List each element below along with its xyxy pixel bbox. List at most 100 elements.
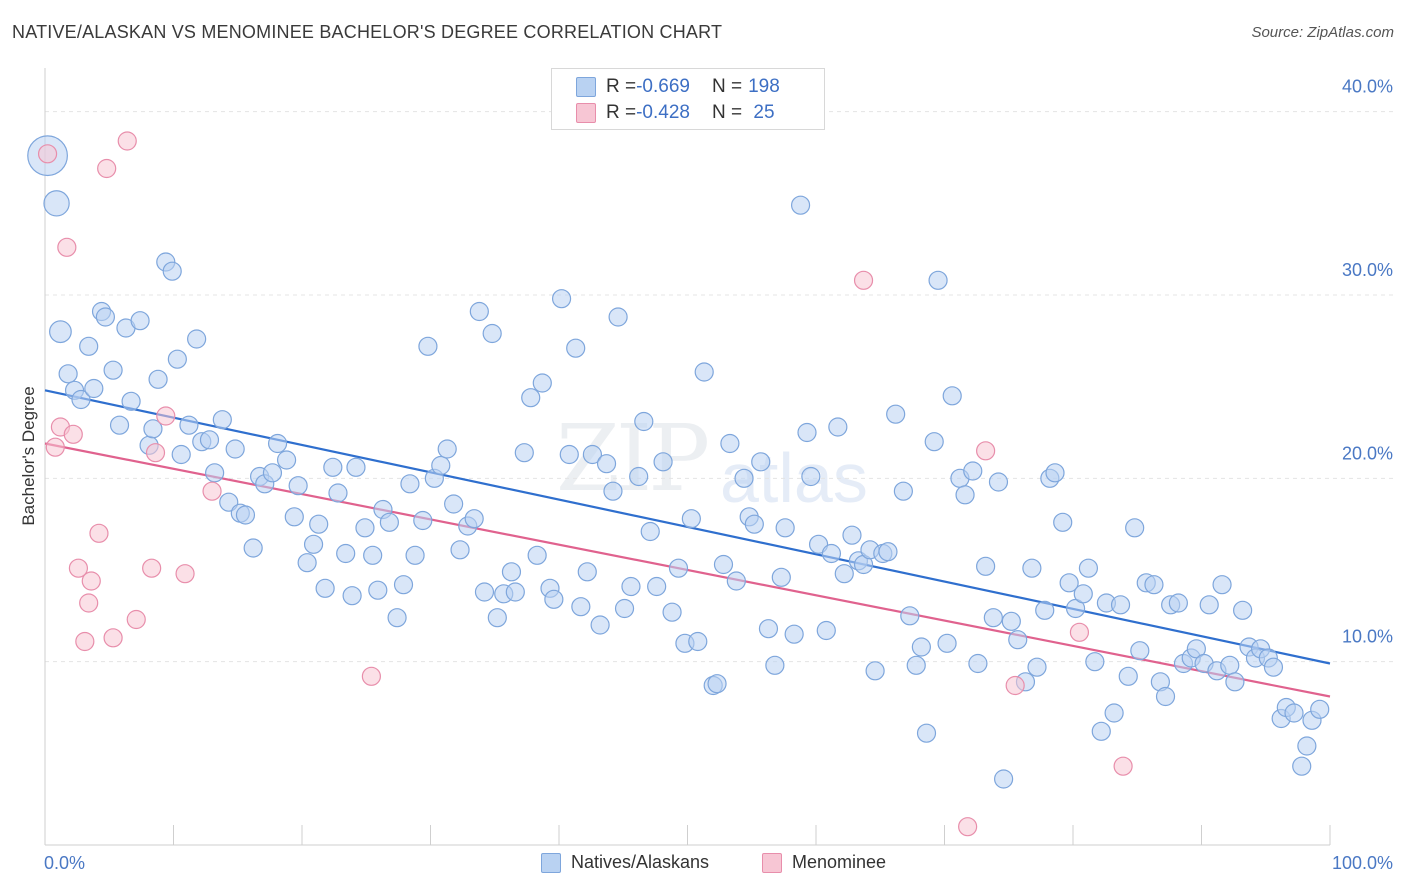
data-point — [1310, 699, 1330, 719]
data-point — [911, 637, 931, 657]
data-point — [968, 653, 988, 674]
data-point — [97, 158, 117, 179]
data-point — [1220, 655, 1240, 675]
data-point — [688, 631, 708, 652]
data-point — [983, 608, 1003, 628]
data-point — [81, 571, 101, 591]
data-point — [393, 575, 414, 595]
data-point — [853, 270, 874, 290]
data-point — [79, 336, 99, 356]
data-point — [647, 576, 667, 597]
data-point — [262, 463, 283, 483]
data-point — [57, 237, 77, 257]
data-point — [84, 378, 104, 399]
legend-row-natives: R = -0.669 N = 198 — [576, 75, 780, 99]
data-point — [482, 323, 502, 344]
legend-r-label: R = — [606, 102, 637, 123]
data-point — [1155, 686, 1176, 707]
data-point — [784, 624, 804, 644]
data-point — [336, 543, 356, 564]
data-point — [790, 195, 811, 215]
data-point — [1292, 756, 1312, 776]
data-point — [315, 578, 335, 598]
data-point — [1263, 657, 1284, 677]
data-point — [1069, 622, 1090, 642]
data-point — [707, 674, 727, 694]
data-point — [63, 424, 83, 444]
legend-r-value: -0.669 — [636, 76, 690, 97]
data-point — [346, 457, 366, 477]
data-point — [893, 481, 913, 501]
data-point — [175, 564, 195, 584]
data-point — [49, 320, 72, 344]
data-point — [1113, 756, 1133, 776]
data-point — [199, 430, 220, 450]
data-point — [71, 389, 91, 410]
data-point — [521, 388, 541, 408]
data-point — [775, 518, 795, 538]
data-point — [958, 817, 978, 837]
data-point — [413, 510, 433, 531]
data-point — [734, 468, 754, 488]
tick-labels: 10.0% 20.0% 30.0% 40.0% 0.0% 100.0% — [44, 77, 1393, 873]
data-point — [765, 655, 785, 675]
data-point — [726, 571, 746, 591]
data-point — [1045, 463, 1065, 483]
data-point — [148, 369, 168, 389]
data-point — [532, 373, 552, 393]
data-point — [368, 580, 388, 600]
data-point — [121, 391, 141, 411]
data-point — [1073, 584, 1093, 604]
data-point — [187, 329, 207, 349]
data-point — [976, 441, 996, 461]
legend-label-natives: Natives/Alaskans — [571, 852, 710, 872]
data-point — [75, 631, 95, 652]
data-point — [143, 419, 163, 439]
data-point — [1130, 641, 1150, 661]
legend-swatch-blue — [576, 77, 596, 97]
y-tick-label: 10.0% — [1342, 627, 1393, 647]
y-tick-label: 20.0% — [1342, 443, 1393, 463]
data-point — [668, 558, 689, 578]
data-point — [1059, 573, 1079, 593]
data-point — [205, 463, 225, 483]
data-point — [303, 534, 324, 554]
data-point — [1008, 630, 1028, 650]
data-point — [487, 608, 507, 628]
data-point — [431, 455, 451, 476]
data-point — [243, 538, 263, 558]
legend-swatch-pink — [762, 852, 782, 873]
legend-n-value: 25 — [748, 102, 775, 123]
legend-n-label: N = — [711, 102, 743, 123]
data-point — [821, 543, 842, 564]
data-point — [1022, 558, 1042, 578]
data-point — [559, 444, 579, 465]
data-point — [865, 661, 885, 681]
data-point — [694, 362, 714, 382]
data-point — [1284, 703, 1304, 723]
data-point — [1199, 595, 1219, 615]
data-point — [942, 386, 962, 406]
y-tick-label: 30.0% — [1342, 260, 1393, 280]
data-point — [505, 582, 525, 602]
data-point — [713, 554, 734, 575]
data-point — [142, 558, 162, 578]
data-point — [1035, 600, 1055, 620]
data-point — [156, 406, 176, 426]
data-point — [582, 444, 603, 465]
data-point — [662, 602, 682, 622]
points-menominee — [37, 131, 1133, 837]
data-point — [212, 410, 232, 430]
data-point — [577, 562, 597, 582]
data-point — [1233, 600, 1253, 620]
data-point — [1085, 652, 1105, 672]
points-natives-alaskans — [27, 135, 1330, 789]
data-point — [276, 450, 297, 470]
data-point — [828, 417, 848, 437]
data-point — [834, 564, 854, 584]
data-point — [179, 415, 199, 435]
legend-swatch-pink — [576, 103, 596, 123]
data-point — [590, 615, 610, 635]
data-point — [1212, 575, 1232, 595]
data-point — [501, 562, 522, 582]
